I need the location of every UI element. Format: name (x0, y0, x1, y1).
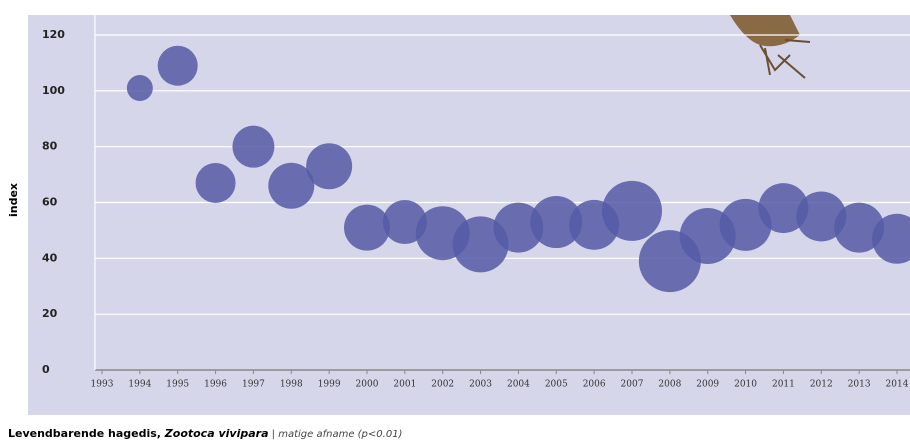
x-tick-label: 1993 (91, 380, 114, 390)
caption-title: Levendbarende hagedis, (8, 427, 165, 440)
y-tick-label: 0 (42, 363, 50, 376)
x-tick-label: 2004 (507, 380, 530, 390)
bubble (719, 198, 772, 251)
bubble (157, 45, 198, 86)
x-tick-label: 2014 (886, 380, 909, 390)
x-tick-label: 1994 (128, 380, 151, 390)
x-tick-label: 2000 (356, 380, 379, 390)
lizard-illustration (730, 15, 811, 79)
x-tick-label: 2001 (393, 380, 416, 390)
bubble (306, 143, 353, 190)
x-tick-label: 1995 (166, 380, 189, 390)
y-tick-label: 60 (42, 196, 58, 209)
x-tick-label: 2013 (848, 380, 871, 390)
bubble (268, 162, 315, 209)
x-tick-label: 2009 (696, 380, 719, 390)
y-tick-label: 40 (42, 251, 58, 264)
x-tick-label: 1996 (204, 380, 227, 390)
caption-species: Zootoca vivipara (164, 427, 269, 440)
x-tick-label: 2012 (810, 380, 833, 390)
x-tick-label: 2010 (734, 380, 757, 390)
x-tick-label: 2008 (658, 380, 681, 390)
bubble (602, 180, 662, 241)
x-tick-label: 1998 (280, 380, 303, 390)
x-tick-label: 2005 (545, 380, 568, 390)
x-tick-label: 2006 (583, 380, 606, 390)
bubble (796, 191, 847, 242)
bubble (195, 162, 236, 203)
bubble (872, 213, 910, 264)
bubble (493, 202, 544, 253)
bubble (344, 204, 390, 251)
y-tick-label: 120 (42, 28, 65, 41)
bubble (758, 183, 809, 234)
bubble (530, 196, 583, 249)
bubble (834, 202, 885, 253)
x-tick-label: 2002 (431, 380, 454, 390)
x-tick-label: 2011 (772, 380, 795, 390)
y-tick-label: 100 (42, 84, 65, 97)
y-tick-label: 80 (42, 140, 58, 153)
y-tick-label: 20 (42, 307, 58, 320)
x-tick-label: 1997 (242, 380, 265, 390)
x-tick-label: 2003 (469, 380, 492, 390)
x-tick-label: 2007 (621, 380, 644, 390)
caption-trend: | matige afname (p<0.01) (269, 429, 403, 440)
y-axis-label: index (7, 183, 20, 217)
bubble (126, 75, 153, 102)
bubble (232, 125, 275, 168)
caption: Levendbarende hagedis, Zootoca vivipara … (8, 427, 402, 440)
x-tick-label: 1999 (318, 380, 341, 390)
